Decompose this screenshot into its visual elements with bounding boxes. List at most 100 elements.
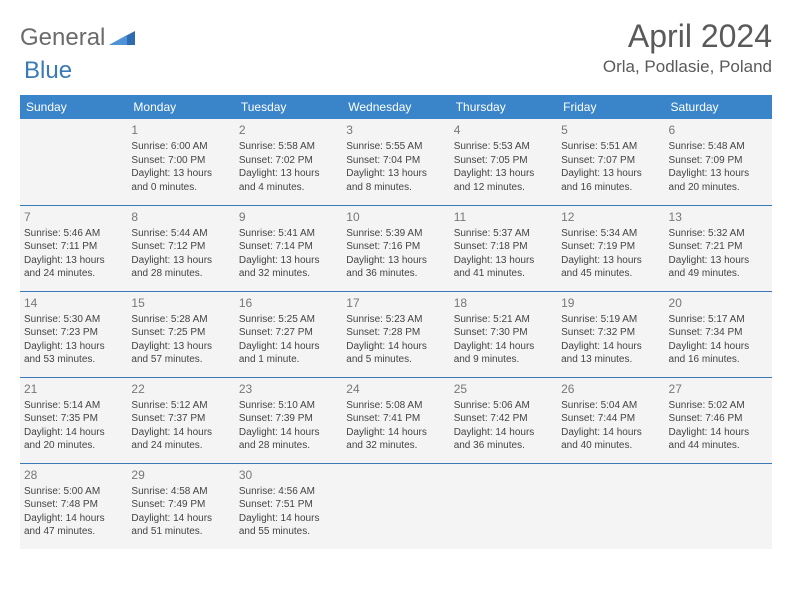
sunset-text: Sunset: 7:30 PM	[454, 326, 553, 340]
daylight1-text: Daylight: 13 hours	[561, 167, 660, 181]
sunset-text: Sunset: 7:02 PM	[239, 154, 338, 168]
daylight2-text: and 57 minutes.	[131, 353, 230, 367]
calendar-cell: 7Sunrise: 5:46 AMSunset: 7:11 PMDaylight…	[20, 205, 127, 291]
day-header: Monday	[127, 95, 234, 119]
calendar-cell: 13Sunrise: 5:32 AMSunset: 7:21 PMDayligh…	[665, 205, 772, 291]
calendar-cell: 21Sunrise: 5:14 AMSunset: 7:35 PMDayligh…	[20, 377, 127, 463]
sunrise-text: Sunrise: 4:58 AM	[131, 485, 230, 499]
calendar-cell: 18Sunrise: 5:21 AMSunset: 7:30 PMDayligh…	[450, 291, 557, 377]
daylight1-text: Daylight: 13 hours	[239, 254, 338, 268]
brand-part1: General	[20, 24, 105, 52]
daylight1-text: Daylight: 13 hours	[346, 254, 445, 268]
daylight1-text: Daylight: 14 hours	[346, 340, 445, 354]
calendar-cell: 25Sunrise: 5:06 AMSunset: 7:42 PMDayligh…	[450, 377, 557, 463]
daylight1-text: Daylight: 14 hours	[669, 340, 768, 354]
sunset-text: Sunset: 7:14 PM	[239, 240, 338, 254]
calendar-cell	[342, 463, 449, 549]
title-block: April 2024 Orla, Podlasie, Poland	[603, 18, 772, 77]
logo-triangle-icon	[109, 27, 135, 50]
daylight1-text: Daylight: 13 hours	[669, 254, 768, 268]
daylight1-text: Daylight: 13 hours	[346, 167, 445, 181]
daylight2-text: and 13 minutes.	[561, 353, 660, 367]
day-number: 16	[239, 295, 338, 311]
calendar-cell: 6Sunrise: 5:48 AMSunset: 7:09 PMDaylight…	[665, 119, 772, 205]
calendar-row: 28Sunrise: 5:00 AMSunset: 7:48 PMDayligh…	[20, 463, 772, 549]
sunset-text: Sunset: 7:39 PM	[239, 412, 338, 426]
sunrise-text: Sunrise: 5:14 AM	[24, 399, 123, 413]
daylight1-text: Daylight: 13 hours	[669, 167, 768, 181]
daylight2-text: and 32 minutes.	[239, 267, 338, 281]
day-number: 24	[346, 381, 445, 397]
sunset-text: Sunset: 7:41 PM	[346, 412, 445, 426]
calendar-cell: 2Sunrise: 5:58 AMSunset: 7:02 PMDaylight…	[235, 119, 342, 205]
calendar-cell: 29Sunrise: 4:58 AMSunset: 7:49 PMDayligh…	[127, 463, 234, 549]
sunset-text: Sunset: 7:21 PM	[669, 240, 768, 254]
sunset-text: Sunset: 7:23 PM	[24, 326, 123, 340]
daylight1-text: Daylight: 13 hours	[454, 167, 553, 181]
calendar-cell: 4Sunrise: 5:53 AMSunset: 7:05 PMDaylight…	[450, 119, 557, 205]
day-header: Thursday	[450, 95, 557, 119]
sunrise-text: Sunrise: 5:58 AM	[239, 140, 338, 154]
sunset-text: Sunset: 7:25 PM	[131, 326, 230, 340]
sunset-text: Sunset: 7:34 PM	[669, 326, 768, 340]
daylight1-text: Daylight: 14 hours	[239, 512, 338, 526]
sunrise-text: Sunrise: 5:00 AM	[24, 485, 123, 499]
sunrise-text: Sunrise: 5:21 AM	[454, 313, 553, 327]
daylight2-text: and 20 minutes.	[24, 439, 123, 453]
sunset-text: Sunset: 7:18 PM	[454, 240, 553, 254]
calendar-cell	[665, 463, 772, 549]
day-number: 19	[561, 295, 660, 311]
sunrise-text: Sunrise: 5:32 AM	[669, 227, 768, 241]
day-header: Tuesday	[235, 95, 342, 119]
calendar-cell: 14Sunrise: 5:30 AMSunset: 7:23 PMDayligh…	[20, 291, 127, 377]
sunrise-text: Sunrise: 5:19 AM	[561, 313, 660, 327]
calendar-cell: 9Sunrise: 5:41 AMSunset: 7:14 PMDaylight…	[235, 205, 342, 291]
calendar-cell: 23Sunrise: 5:10 AMSunset: 7:39 PMDayligh…	[235, 377, 342, 463]
daylight2-text: and 47 minutes.	[24, 525, 123, 539]
daylight2-text: and 45 minutes.	[561, 267, 660, 281]
daylight1-text: Daylight: 14 hours	[239, 340, 338, 354]
sunset-text: Sunset: 7:00 PM	[131, 154, 230, 168]
calendar-cell: 3Sunrise: 5:55 AMSunset: 7:04 PMDaylight…	[342, 119, 449, 205]
daylight2-text: and 16 minutes.	[669, 353, 768, 367]
sunrise-text: Sunrise: 5:02 AM	[669, 399, 768, 413]
brand-logo: General	[20, 18, 137, 52]
day-header: Sunday	[20, 95, 127, 119]
daylight1-text: Daylight: 14 hours	[131, 512, 230, 526]
day-number: 12	[561, 209, 660, 225]
daylight2-text: and 32 minutes.	[346, 439, 445, 453]
sunrise-text: Sunrise: 5:10 AM	[239, 399, 338, 413]
sunrise-text: Sunrise: 5:48 AM	[669, 140, 768, 154]
calendar-cell	[450, 463, 557, 549]
calendar-cell: 26Sunrise: 5:04 AMSunset: 7:44 PMDayligh…	[557, 377, 664, 463]
daylight2-text: and 16 minutes.	[561, 181, 660, 195]
calendar-row: 14Sunrise: 5:30 AMSunset: 7:23 PMDayligh…	[20, 291, 772, 377]
calendar-cell: 30Sunrise: 4:56 AMSunset: 7:51 PMDayligh…	[235, 463, 342, 549]
daylight2-text: and 8 minutes.	[346, 181, 445, 195]
sunrise-text: Sunrise: 5:53 AM	[454, 140, 553, 154]
daylight2-text: and 53 minutes.	[24, 353, 123, 367]
daylight1-text: Daylight: 14 hours	[454, 340, 553, 354]
daylight2-text: and 5 minutes.	[346, 353, 445, 367]
calendar-cell: 15Sunrise: 5:28 AMSunset: 7:25 PMDayligh…	[127, 291, 234, 377]
calendar-cell: 22Sunrise: 5:12 AMSunset: 7:37 PMDayligh…	[127, 377, 234, 463]
day-number: 20	[669, 295, 768, 311]
day-number: 30	[239, 467, 338, 483]
calendar-cell	[20, 119, 127, 205]
day-header-row: Sunday Monday Tuesday Wednesday Thursday…	[20, 95, 772, 119]
calendar-cell: 16Sunrise: 5:25 AMSunset: 7:27 PMDayligh…	[235, 291, 342, 377]
daylight2-text: and 12 minutes.	[454, 181, 553, 195]
day-number: 2	[239, 122, 338, 138]
sunset-text: Sunset: 7:12 PM	[131, 240, 230, 254]
calendar-cell: 10Sunrise: 5:39 AMSunset: 7:16 PMDayligh…	[342, 205, 449, 291]
sunrise-text: Sunrise: 4:56 AM	[239, 485, 338, 499]
sunrise-text: Sunrise: 5:30 AM	[24, 313, 123, 327]
sunset-text: Sunset: 7:46 PM	[669, 412, 768, 426]
day-number: 15	[131, 295, 230, 311]
calendar-row: 21Sunrise: 5:14 AMSunset: 7:35 PMDayligh…	[20, 377, 772, 463]
day-number: 10	[346, 209, 445, 225]
sunrise-text: Sunrise: 5:44 AM	[131, 227, 230, 241]
day-number: 9	[239, 209, 338, 225]
daylight2-text: and 0 minutes.	[131, 181, 230, 195]
sunset-text: Sunset: 7:19 PM	[561, 240, 660, 254]
